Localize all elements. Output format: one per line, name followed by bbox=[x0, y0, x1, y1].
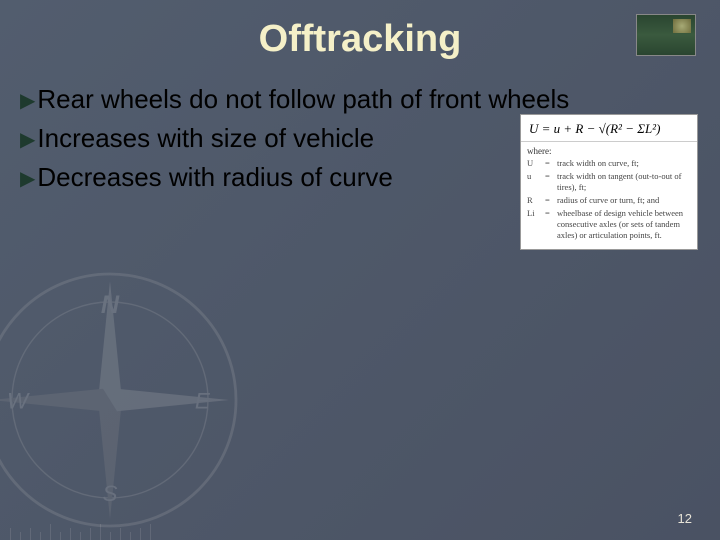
bullet-text: Increases with size of vehicle bbox=[37, 123, 374, 153]
variable-symbol: U bbox=[527, 158, 545, 169]
variable-definition: radius of curve or turn, ft; and bbox=[557, 195, 691, 206]
svg-text:S: S bbox=[103, 481, 118, 506]
formula-panel: U = u + R − √(R² − ΣL²) where: U = track… bbox=[520, 114, 698, 250]
variable-row: u = track width on tangent (out-to-out o… bbox=[527, 171, 691, 193]
variable-symbol: Li bbox=[527, 208, 545, 241]
variable-definition: track width on tangent (out-to-out of ti… bbox=[557, 171, 691, 193]
compass-background-decoration: N E S W bbox=[0, 260, 250, 540]
bullet-item: ▶Rear wheels do not follow path of front… bbox=[20, 82, 700, 117]
variable-equals: = bbox=[545, 171, 557, 193]
variable-row: R = radius of curve or turn, ft; and bbox=[527, 195, 691, 206]
variable-symbol: u bbox=[527, 171, 545, 193]
variable-row: Li = wheelbase of design vehicle between… bbox=[527, 208, 691, 241]
bullet-arrow-icon: ▶ bbox=[20, 166, 35, 193]
variable-equals: = bbox=[545, 195, 557, 206]
bullet-text: Rear wheels do not follow path of front … bbox=[37, 84, 569, 114]
variable-equals: = bbox=[545, 208, 557, 241]
formula-variable-table: U = track width on curve, ft; u = track … bbox=[521, 158, 697, 249]
variable-definition: track width on curve, ft; bbox=[557, 158, 691, 169]
variable-symbol: R bbox=[527, 195, 545, 206]
svg-text:W: W bbox=[7, 388, 30, 413]
slide-container: N E S W Offtracking ▶Rear wheels do not … bbox=[0, 0, 720, 540]
page-number: 12 bbox=[678, 511, 692, 526]
ruler-decoration bbox=[0, 510, 200, 540]
bullet-arrow-icon: ▶ bbox=[20, 88, 35, 115]
variable-equals: = bbox=[545, 158, 557, 169]
bullet-arrow-icon: ▶ bbox=[20, 127, 35, 154]
svg-text:N: N bbox=[101, 291, 120, 319]
formula-equation: U = u + R − √(R² − ΣL²) bbox=[521, 115, 697, 142]
svg-text:E: E bbox=[195, 388, 211, 413]
bullet-text: Decreases with radius of curve bbox=[37, 162, 392, 192]
slide-title: Offtracking bbox=[0, 18, 720, 61]
formula-where-label: where: bbox=[521, 142, 697, 158]
variable-definition: wheelbase of design vehicle between cons… bbox=[557, 208, 691, 241]
variable-row: U = track width on curve, ft; bbox=[527, 158, 691, 169]
